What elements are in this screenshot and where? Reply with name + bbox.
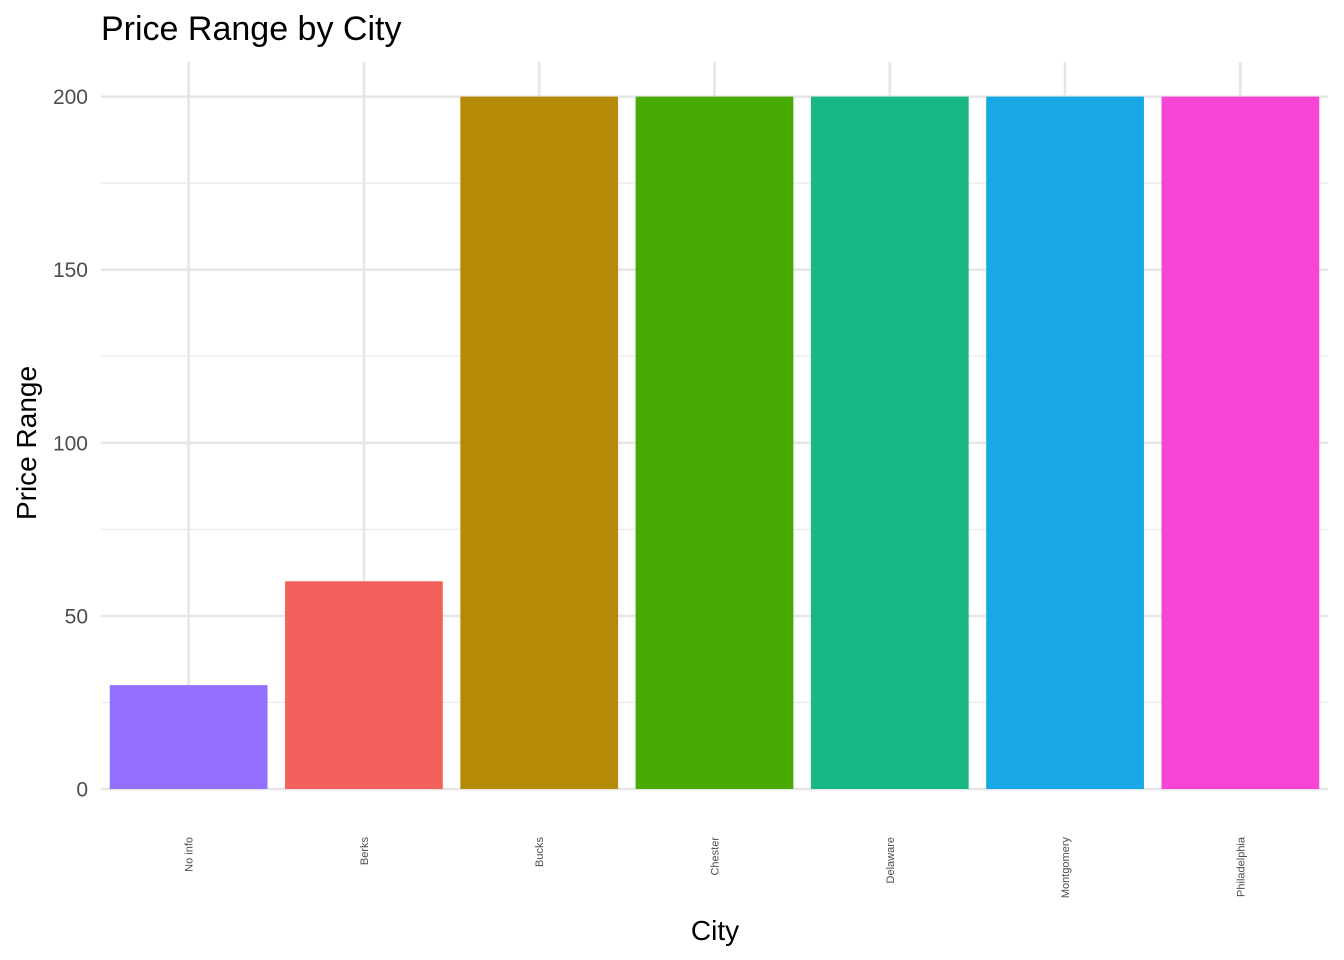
y-axis-ticks: 0 50 100 150 200 (53, 86, 88, 801)
x-tick-label: Philadelphia (1235, 836, 1247, 897)
bar-montgomery (986, 96, 1144, 790)
y-axis-title: Price Range (11, 366, 42, 520)
bars (109, 96, 1320, 790)
bar-no-info (109, 685, 268, 789)
x-axis-title: City (691, 915, 739, 946)
chart-title: Price Range by City (101, 10, 401, 48)
y-tick-label: 50 (65, 605, 88, 628)
x-axis-ticks: No info Berks Bucks Chester Delaware Montgome… (184, 836, 1248, 898)
bar-delaware (810, 96, 969, 790)
bar-bucks (460, 96, 619, 790)
x-tick-label: Bucks (534, 837, 546, 867)
y-tick-label: 100 (53, 432, 88, 455)
y-tick-label: 150 (53, 259, 88, 282)
x-tick-label: Montgomery (1060, 837, 1072, 899)
x-tick-label: Chester (710, 837, 722, 876)
bar-berks (285, 581, 443, 789)
bar-philadelphia (1161, 96, 1320, 790)
x-tick-label: Berks (359, 837, 371, 866)
x-tick-label: No info (184, 837, 196, 872)
y-tick-label: 200 (53, 86, 88, 109)
y-tick-label: 0 (76, 779, 88, 802)
x-tick-label: Delaware (885, 837, 897, 883)
bar-chester (635, 96, 794, 790)
